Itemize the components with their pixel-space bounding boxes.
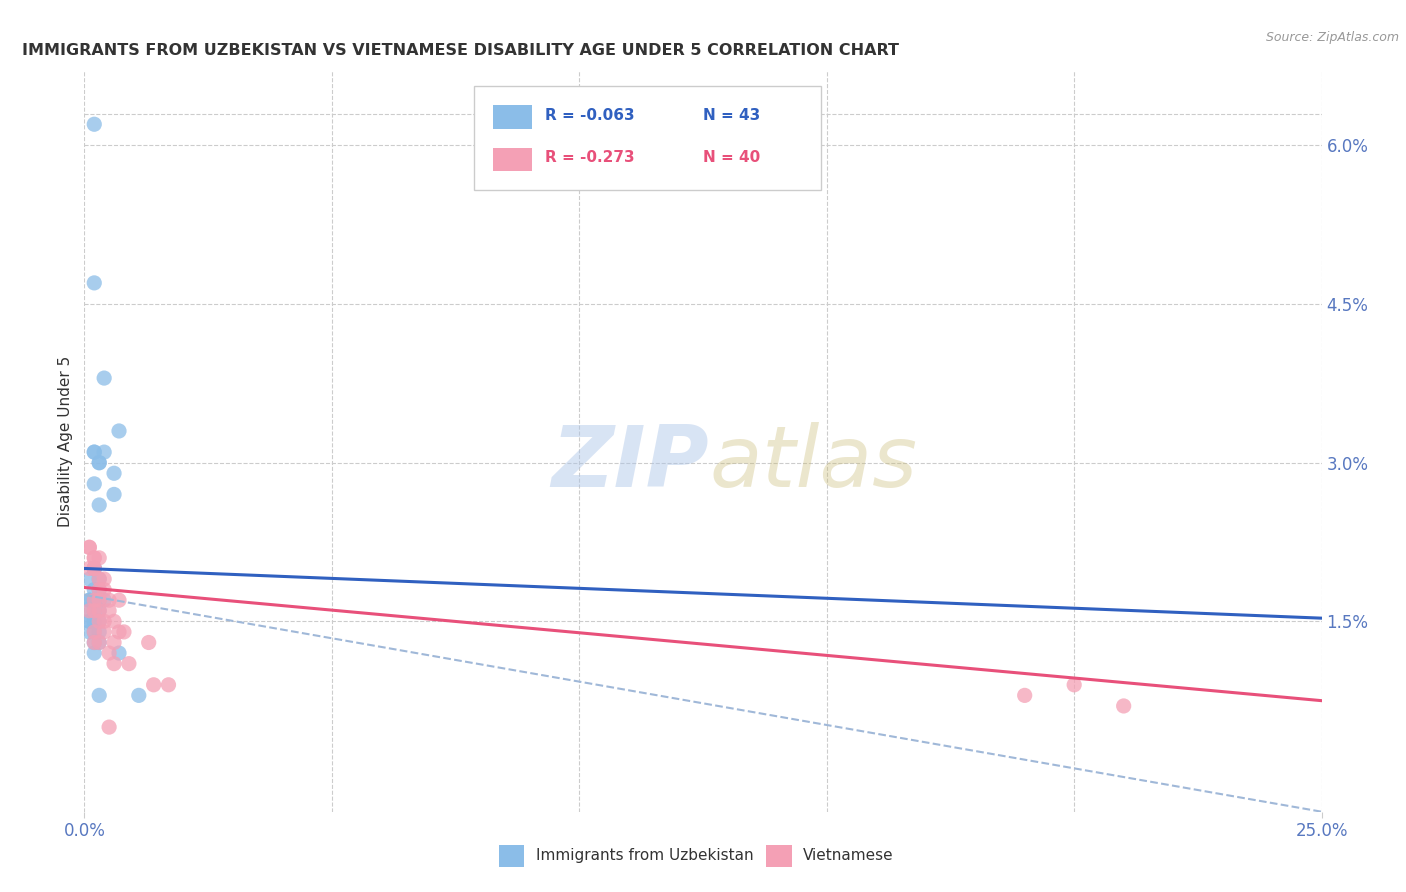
Text: atlas: atlas [709, 422, 917, 505]
Text: Source: ZipAtlas.com: Source: ZipAtlas.com [1265, 31, 1399, 45]
Point [83, 561, 105, 575]
Point [112, 624, 135, 639]
Point [79, 541, 101, 555]
Point [103, 467, 125, 481]
Point [83, 624, 105, 639]
Point [83, 593, 105, 607]
Point [89, 604, 111, 618]
FancyBboxPatch shape [474, 87, 821, 190]
Point [83, 276, 105, 290]
Point [83, 550, 105, 565]
Text: N = 43: N = 43 [703, 108, 761, 123]
Point [89, 593, 111, 607]
Point [108, 624, 131, 639]
Point [138, 635, 160, 649]
Point [103, 487, 125, 501]
Point [1063, 678, 1085, 692]
Point [89, 615, 111, 629]
Point [93, 615, 115, 629]
Point [128, 689, 150, 703]
Text: IMMIGRANTS FROM UZBEKISTAN VS VIETNAMESE DISABILITY AGE UNDER 5 CORRELATION CHAR: IMMIGRANTS FROM UZBEKISTAN VS VIETNAMESE… [22, 43, 900, 58]
Point [157, 678, 180, 692]
Point [103, 615, 125, 629]
Point [89, 456, 111, 470]
Text: N = 40: N = 40 [703, 151, 761, 166]
Point [83, 593, 105, 607]
Point [93, 593, 115, 607]
Point [83, 604, 105, 618]
Point [108, 593, 131, 607]
Text: ZIP: ZIP [551, 422, 709, 505]
Point [93, 624, 115, 639]
Point [79, 604, 101, 618]
Point [79, 604, 101, 618]
Point [89, 498, 111, 512]
Point [83, 646, 105, 660]
Point [83, 561, 105, 575]
Point [98, 593, 121, 607]
Point [83, 117, 105, 131]
Point [103, 635, 125, 649]
FancyBboxPatch shape [492, 105, 533, 129]
Point [1112, 698, 1135, 713]
Point [83, 593, 105, 607]
Point [89, 572, 111, 586]
Point [79, 593, 101, 607]
Point [83, 635, 105, 649]
Point [79, 541, 101, 555]
Point [83, 604, 105, 618]
Point [93, 582, 115, 597]
Point [108, 424, 131, 438]
Point [89, 689, 111, 703]
Point [83, 476, 105, 491]
FancyBboxPatch shape [492, 147, 533, 171]
Point [89, 604, 111, 618]
Point [83, 445, 105, 459]
Point [83, 561, 105, 575]
Point [98, 646, 121, 660]
Point [79, 624, 101, 639]
Point [89, 593, 111, 607]
Text: Vietnamese: Vietnamese [803, 848, 893, 863]
Point [83, 582, 105, 597]
Text: R = -0.063: R = -0.063 [544, 108, 634, 123]
Point [89, 582, 111, 597]
Text: R = -0.273: R = -0.273 [544, 151, 634, 166]
Point [89, 624, 111, 639]
Point [1014, 689, 1036, 703]
Point [83, 550, 105, 565]
Point [142, 678, 165, 692]
Point [103, 657, 125, 671]
Point [98, 604, 121, 618]
Point [89, 550, 111, 565]
Text: Immigrants from Uzbekistan: Immigrants from Uzbekistan [536, 848, 754, 863]
Point [89, 635, 111, 649]
Point [79, 615, 101, 629]
Point [83, 561, 105, 575]
Point [79, 593, 101, 607]
Point [79, 561, 101, 575]
Point [93, 371, 115, 385]
Y-axis label: Disability Age Under 5: Disability Age Under 5 [58, 356, 73, 527]
Point [108, 646, 131, 660]
Point [83, 561, 105, 575]
Point [89, 456, 111, 470]
Point [118, 657, 141, 671]
Point [89, 635, 111, 649]
Point [83, 615, 105, 629]
Point [93, 572, 115, 586]
Point [89, 582, 111, 597]
Point [93, 445, 115, 459]
Point [83, 445, 105, 459]
Point [89, 572, 111, 586]
Point [98, 720, 121, 734]
Point [79, 572, 101, 586]
Point [83, 615, 105, 629]
Point [83, 624, 105, 639]
Point [89, 615, 111, 629]
Point [79, 615, 101, 629]
Point [83, 635, 105, 649]
